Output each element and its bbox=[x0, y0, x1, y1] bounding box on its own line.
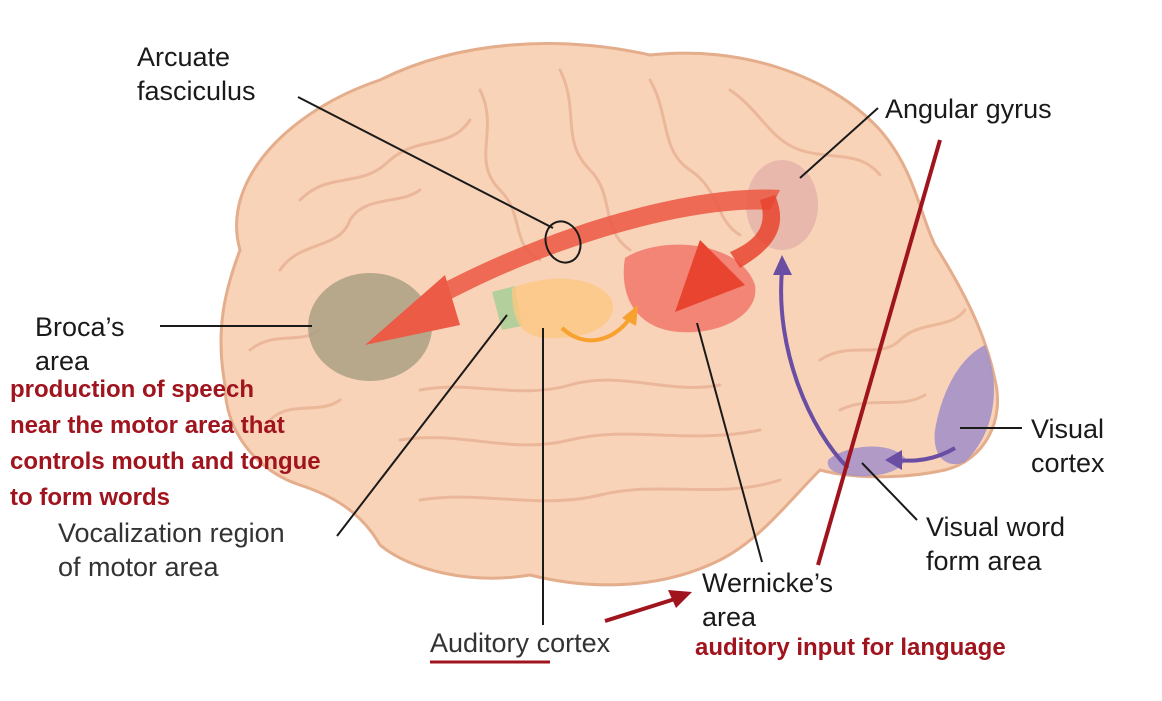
broca-note-line-3: controls mouth and tongue bbox=[10, 448, 321, 475]
wernicke-label-line-2: area bbox=[702, 602, 757, 632]
broca-note-line-1: production of speech bbox=[10, 376, 255, 403]
leader-lines bbox=[160, 96, 1022, 625]
angular-gyrus-label: Angular gyrus bbox=[885, 92, 1052, 126]
vocalization-label-line-1: Vocalization region bbox=[58, 518, 285, 548]
angular-wernicke-arrow bbox=[730, 195, 781, 268]
visual-word-arrowhead bbox=[885, 450, 902, 470]
cortex-word: cortex bbox=[529, 628, 611, 658]
arcuate-arrowhead bbox=[365, 275, 460, 345]
arcuate-label-line-2: fasciculus bbox=[137, 76, 256, 106]
broca-label-line-2: area bbox=[35, 346, 90, 376]
visual-word-label-line-1: Visual word bbox=[926, 512, 1066, 542]
visual-cortex-label: Visual cortex bbox=[1031, 412, 1105, 480]
auditory-word: Auditory bbox=[430, 628, 530, 658]
broca-note-line-2: near the motor area that bbox=[10, 412, 285, 439]
auditory-wernicke-arrow bbox=[560, 316, 632, 343]
angular-label-line-1: Angular gyrus bbox=[885, 94, 1052, 124]
visual-word-label-line-2: form area bbox=[926, 546, 1042, 576]
auditory-cortex-label: Auditory cortex bbox=[430, 626, 610, 660]
visual-cortex-label-line-2: cortex bbox=[1031, 448, 1105, 478]
vocalization-label-line-2: of motor area bbox=[58, 552, 219, 582]
angular-return-arrowhead bbox=[773, 255, 792, 275]
vocalization-region-label: Vocalization region of motor area bbox=[58, 516, 285, 584]
visual-cortex-label-line-1: Visual bbox=[1031, 414, 1105, 444]
angular-return-arrow bbox=[779, 269, 850, 470]
red-pointer-arrow bbox=[604, 596, 679, 623]
red-slash-line bbox=[816, 139, 942, 566]
arcuate-fasciculus-label: Arcuate fasciculus bbox=[137, 40, 256, 108]
wernicke-label-line-1: Wernicke’s bbox=[702, 568, 834, 598]
angular-wernicke-arrowhead bbox=[675, 240, 745, 312]
red-pointer-arrowhead bbox=[668, 590, 692, 608]
arcuate-arrow bbox=[430, 189, 780, 305]
wernicke-annotation: auditory input for language bbox=[695, 630, 1006, 666]
arcuate-ring bbox=[544, 220, 582, 264]
brocas-area-label: Broca’s area bbox=[35, 310, 125, 378]
brain-gyri bbox=[248, 68, 967, 503]
broca-label-line-1: Broca’s bbox=[35, 312, 125, 342]
auditory-wernicke-arrowhead bbox=[622, 305, 638, 326]
wernicke-note-text: auditory input for language bbox=[695, 634, 1006, 661]
broca-annotation: production of speech near the motor area… bbox=[10, 372, 321, 516]
auditory-region bbox=[512, 278, 613, 339]
visual-word-form-label: Visual word form area bbox=[926, 510, 1065, 578]
wernickes-area-label: Wernicke’s area bbox=[702, 566, 833, 634]
broca-note-line-4: to form words bbox=[10, 484, 170, 511]
arcuate-label-line-1: Arcuate bbox=[137, 42, 231, 72]
visual-cortex-region bbox=[934, 345, 994, 465]
broca-region bbox=[308, 273, 432, 381]
